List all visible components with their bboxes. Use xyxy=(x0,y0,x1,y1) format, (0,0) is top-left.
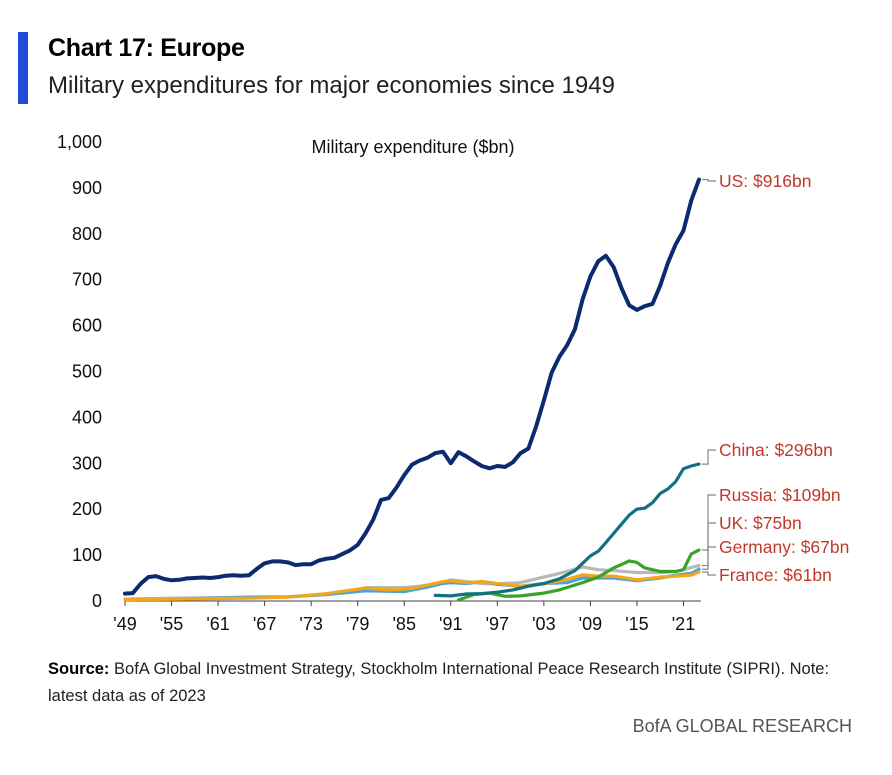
x-tick-label: '15 xyxy=(625,614,648,634)
label-leader-russia xyxy=(702,494,716,551)
x-tick-label: '97 xyxy=(486,614,509,634)
source-label: Source: xyxy=(48,660,110,678)
x-tick-label: '21 xyxy=(672,614,695,634)
y-tick-label: 300 xyxy=(72,453,102,473)
y-tick-label: 800 xyxy=(72,224,102,244)
chart-subtitle: Military expenditures for major economie… xyxy=(48,72,615,99)
series-label-us: US: $916bn xyxy=(719,171,811,191)
series-group xyxy=(123,177,701,602)
source-text: BofA Global Investment Strategy, Stockho… xyxy=(48,660,830,705)
series-label-uk: UK: $75bn xyxy=(719,513,802,533)
line-chart: Military expenditure ($bn) 0 100 200 300 400… xyxy=(57,132,849,634)
y-tick-label: 100 xyxy=(72,545,102,565)
label-leader-uk xyxy=(702,522,716,567)
series-line-russia xyxy=(456,548,701,602)
series-line-france xyxy=(123,570,701,602)
label-leader-germany xyxy=(702,546,716,570)
y-tick-label: 600 xyxy=(72,316,102,336)
x-tick-label: '09 xyxy=(579,614,602,634)
title-accent-bar xyxy=(18,32,28,104)
chart-title: Chart 17: Europe xyxy=(48,34,245,62)
chart-inner-title: Military expenditure ($bn) xyxy=(311,137,514,157)
x-tick-label: '73 xyxy=(299,614,322,634)
series-line-germany xyxy=(123,567,701,602)
y-axis: 0 100 200 300 400 500 600 700 800 900 1,000 xyxy=(57,132,102,611)
y-tick-label: 900 xyxy=(72,178,102,198)
x-tick-label: '55 xyxy=(160,614,183,634)
x-tick-label: '67 xyxy=(253,614,276,634)
y-tick-label: 700 xyxy=(72,270,102,290)
x-tick-label: '91 xyxy=(439,614,462,634)
series-labels: UK: $75bn Germany: $67bn France: $61bn Russ… xyxy=(702,171,849,585)
label-leader-france xyxy=(702,571,716,576)
series-label-china: China: $296bn xyxy=(719,440,833,460)
series-line-us xyxy=(123,177,701,596)
x-tick-label: '85 xyxy=(393,614,416,634)
brand-footer: BofA GLOBAL RESEARCH xyxy=(632,716,852,736)
x-tick-label: '61 xyxy=(206,614,229,634)
y-tick-label: 0 xyxy=(92,591,102,611)
series-label-germany: Germany: $67bn xyxy=(719,537,849,557)
y-tick-label: 200 xyxy=(72,499,102,519)
series-label-france: France: $61bn xyxy=(719,565,832,585)
series-line-china xyxy=(433,462,701,598)
source-note: Source: BofA Global Investment Strategy,… xyxy=(48,656,848,710)
series-line-uk xyxy=(123,564,701,601)
x-axis: '49 '55 '61 '67 '73 '79 '85 '91 '97 '03 '09 '15 '21 xyxy=(113,600,701,634)
label-leader-us xyxy=(702,178,716,182)
x-tick-label: '49 xyxy=(113,614,136,634)
series-label-russia: Russia: $109bn xyxy=(719,485,841,505)
y-tick-label: 400 xyxy=(72,407,102,427)
x-tick-label: '79 xyxy=(346,614,369,634)
x-tick-label: '03 xyxy=(532,614,555,634)
y-tick-label: 1,000 xyxy=(57,132,102,152)
label-leader-china xyxy=(702,449,716,465)
y-tick-label: 500 xyxy=(72,362,102,382)
